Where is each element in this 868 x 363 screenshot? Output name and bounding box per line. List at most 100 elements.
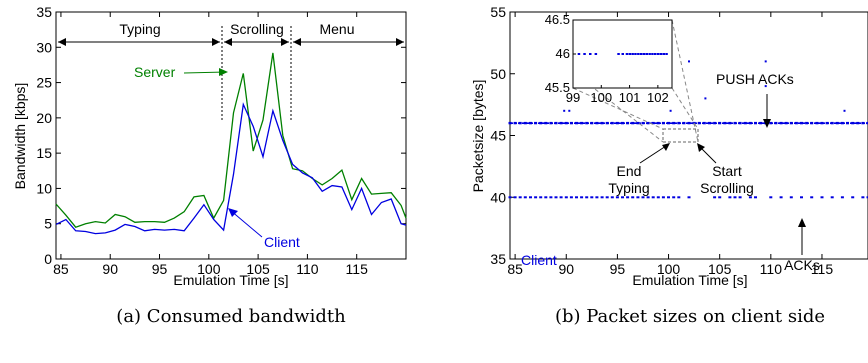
ack-point	[840, 196, 844, 199]
push-ack-point	[810, 121, 814, 125]
push-ack-point	[697, 121, 701, 125]
annotation-client-arrow	[229, 209, 263, 238]
ack-point	[656, 196, 660, 199]
outlier-point	[764, 60, 767, 63]
annotation-server: Server	[134, 64, 176, 80]
inset-point	[631, 53, 634, 55]
push-ack-point	[794, 121, 798, 125]
chart-b-x-tick-label: 100	[657, 261, 681, 277]
zoom-connector-3	[671, 87, 699, 130]
push-ack-point	[667, 121, 670, 125]
series-line-server	[55, 52, 407, 228]
chart-b-y-tick-label: 50	[490, 66, 506, 82]
push-ack-point	[825, 121, 829, 125]
push-ack-point	[523, 121, 527, 125]
inset-point	[637, 53, 640, 55]
push-ack-point	[575, 121, 578, 125]
push-ack-point	[769, 121, 773, 125]
ack-point	[631, 196, 635, 199]
ack-point	[559, 196, 563, 199]
inset-point	[651, 53, 654, 55]
ack-point	[549, 196, 553, 199]
ack-point	[575, 196, 578, 199]
ack-point	[615, 196, 619, 199]
chart-a-caption: (a) Consumed bandwidth	[116, 306, 346, 327]
ack-point	[733, 196, 737, 199]
push-ack-point	[733, 121, 737, 125]
push-ack-point	[774, 121, 778, 125]
push-ack-point	[661, 121, 665, 125]
ack-point	[677, 196, 681, 199]
chart-a-y-tick-label: 35	[36, 4, 52, 20]
inset-points	[577, 53, 668, 55]
ack-point	[667, 196, 670, 199]
push-ack-point	[656, 121, 660, 125]
outlier-point	[568, 109, 571, 112]
inset-point	[645, 53, 648, 55]
ack-point	[779, 196, 783, 199]
annotation-start-scrolling-arrowhead	[697, 143, 705, 152]
push-ack-point	[713, 121, 717, 125]
push-ack-point	[508, 121, 512, 125]
chart-a-y-tick-label: 25	[36, 75, 52, 91]
chart-a-x-tick-label: 90	[102, 261, 118, 277]
push-ack-point	[677, 121, 681, 125]
push-ack-point	[866, 121, 868, 125]
phase-arrowhead-scrolling-left	[224, 38, 232, 46]
chart-a-y-tick-label: 15	[36, 145, 52, 161]
chart-a-x-tick-label: 110	[296, 261, 319, 277]
chart-b-x-tick-label: 95	[610, 261, 626, 277]
outlier-point	[669, 109, 672, 112]
push-ack-point	[549, 121, 553, 125]
annotation-typing: Typing	[608, 180, 649, 196]
ack-point	[646, 196, 650, 199]
ack-point	[523, 196, 527, 199]
inset-x-tick-label: 100	[590, 90, 612, 105]
chart-a-y-ticks: 0 5 10 15 20 25 30 35	[36, 4, 406, 267]
push-ack-point	[840, 121, 844, 125]
push-ack-point	[651, 121, 655, 125]
ack-point	[569, 196, 573, 199]
ack-point	[866, 196, 868, 199]
ack-point	[687, 196, 691, 199]
push-ack-point	[534, 121, 538, 125]
annotation-start-scrolling-arrow	[699, 146, 717, 164]
ack-point	[621, 196, 624, 199]
chart-a: 0 5 10 15 20 25 30 35 85 90 95 100 105 110 115 Typing…	[12, 4, 407, 327]
phase-arrowhead-typing-left	[58, 38, 66, 46]
outlier-point	[704, 97, 707, 100]
push-ack-point	[513, 121, 517, 125]
ack-point	[738, 196, 742, 199]
inset-point	[639, 53, 643, 55]
outlier-point	[764, 85, 767, 88]
push-ack-point	[518, 121, 522, 125]
inset-point	[617, 53, 620, 55]
ack-point	[728, 196, 732, 199]
chart-b-y-tick-label: 45	[490, 128, 506, 144]
inset-ticks: 45.5 46 46.5 99 100 101 102	[545, 12, 669, 105]
inset-x-tick-label: 102	[647, 90, 669, 105]
push-ack-point	[687, 121, 691, 125]
ack-point	[830, 196, 834, 199]
chart-b-x-tick-label: 110	[760, 261, 783, 277]
ack-point	[539, 196, 543, 199]
push-ack-point	[784, 121, 788, 125]
phase-arrowhead-scrolling-right	[281, 38, 289, 46]
chart-b-x-label: Emulation Time [s]	[632, 272, 747, 288]
chart-b-x-ticks: 85 90 95 100 105 110 115	[507, 12, 833, 277]
ack-point	[651, 196, 655, 199]
push-ack-point	[738, 121, 742, 125]
ack-point	[754, 196, 757, 199]
push-ack-point	[861, 121, 865, 125]
ack-point	[595, 196, 599, 199]
ack-point	[508, 196, 512, 199]
ack-point	[861, 196, 865, 199]
push-ack-point	[564, 121, 568, 125]
zoom-connector-2	[572, 71, 664, 143]
push-ack-point	[559, 121, 563, 125]
annotation-end-typing-arrowhead	[662, 143, 670, 151]
phase-label-typing: Typing	[119, 21, 160, 37]
ack-point	[661, 196, 665, 199]
push-ack-point	[815, 121, 819, 125]
push-ack-point	[646, 121, 650, 125]
